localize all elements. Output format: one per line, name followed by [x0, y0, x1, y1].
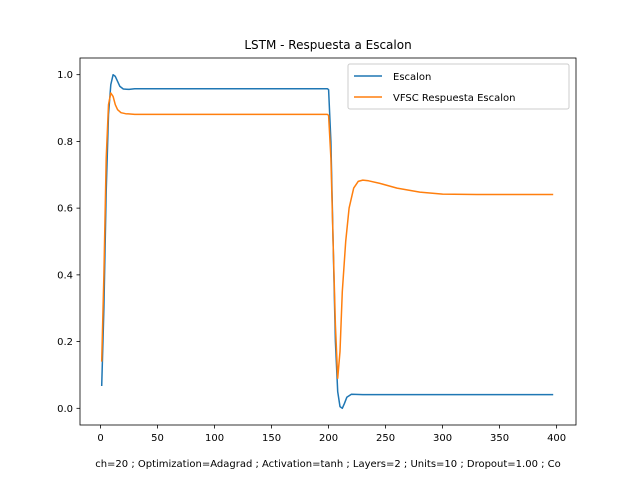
x-tick-label: 200 — [319, 433, 338, 444]
y-tick-label: 0.8 — [57, 137, 73, 148]
x-axis-label: ch=20 ; Optimization=Adagrad ; Activatio… — [95, 459, 561, 470]
legend: Escalon VFSC Respuesta Escalon — [347, 63, 570, 110]
axes-frame — [79, 57, 577, 426]
legend-box — [347, 63, 570, 110]
x-tick-label: 100 — [205, 433, 224, 444]
x-tick-label: 350 — [490, 433, 509, 444]
x-tick-label: 250 — [376, 433, 395, 444]
y-tick-label: 0.6 — [57, 204, 73, 215]
y-tick-label: 0.4 — [57, 270, 73, 281]
series-line-1 — [100, 92, 554, 380]
axes: 0 50 100 150 200 250 300 350 400 0.0 0.2 0.4 0.6 0.8 1… — [57, 57, 577, 444]
x-tick-label: 0 — [97, 433, 103, 444]
x-tick-label: 300 — [433, 433, 452, 444]
legend-entry-1: VFSC Respuesta Escalon — [393, 93, 515, 104]
x-tick-label: 400 — [547, 433, 566, 444]
y-tick-label: 1.0 — [57, 70, 73, 81]
chart-title: LSTM - Respuesta a Escalon — [244, 38, 411, 52]
y-tick-label: 0.0 — [57, 404, 73, 415]
x-tick-label: 150 — [262, 433, 281, 444]
series-line-0 — [100, 73, 554, 410]
x-tick-label: 50 — [151, 433, 164, 444]
y-tick-label: 0.2 — [57, 337, 73, 348]
legend-entry-0: Escalon — [393, 72, 431, 83]
plot-area — [100, 73, 554, 410]
